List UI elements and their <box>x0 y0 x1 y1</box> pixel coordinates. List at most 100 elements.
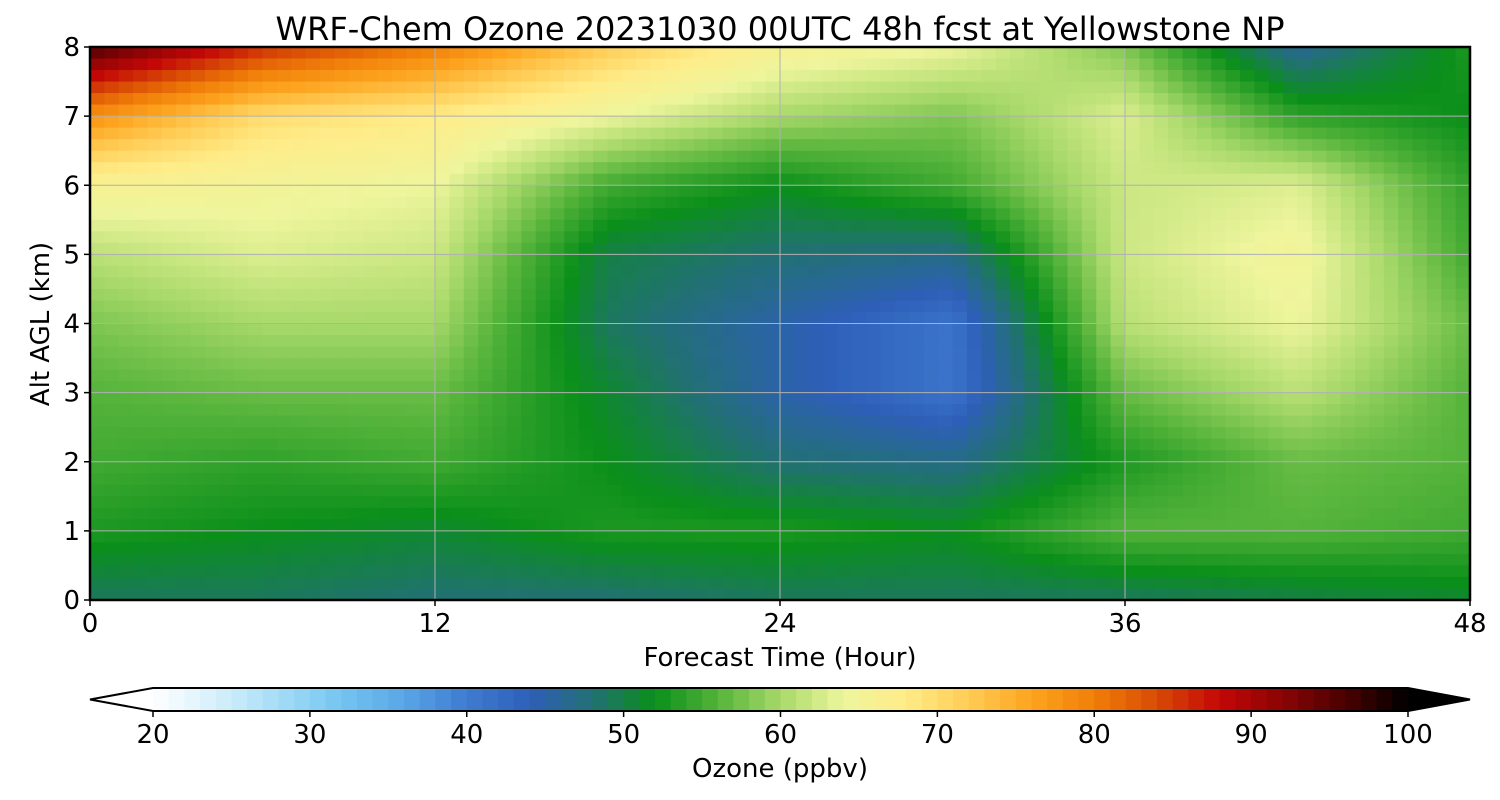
heatmap-cell <box>693 461 709 474</box>
heatmap-cell <box>1081 484 1097 497</box>
heatmap-cell <box>1254 507 1270 520</box>
heatmap-cell <box>219 139 235 152</box>
heatmap-cell <box>923 335 939 348</box>
heatmap-cell <box>305 519 321 532</box>
heatmap-cell <box>564 277 580 290</box>
heatmap-cell <box>1010 288 1025 302</box>
heatmap-cell <box>248 208 264 221</box>
heatmap-cell <box>535 93 551 106</box>
heatmap-cell <box>1340 438 1356 451</box>
heatmap-cell <box>1340 139 1356 152</box>
heatmap-cell <box>679 450 695 463</box>
heatmap-cell <box>320 358 335 371</box>
heatmap-cell <box>1383 242 1399 255</box>
heatmap-cell <box>1096 392 1112 405</box>
heatmap-cell <box>607 438 623 451</box>
heatmap-cell <box>966 93 982 106</box>
heatmap-cell <box>1398 461 1414 474</box>
heatmap-cell <box>161 381 177 394</box>
heatmap-cell <box>1355 542 1370 555</box>
heatmap-cell <box>348 576 364 590</box>
heatmap-cell <box>521 104 537 117</box>
heatmap-cell <box>995 208 1011 221</box>
heatmap-cell <box>823 588 839 601</box>
heatmap-cell <box>334 254 350 267</box>
heatmap-cell <box>276 473 292 486</box>
heatmap-cell <box>506 311 522 325</box>
heatmap-cell <box>492 335 508 348</box>
heatmap-cell <box>923 81 939 94</box>
heatmap-cell <box>205 242 220 255</box>
heatmap-cell <box>262 392 278 405</box>
heatmap-cell <box>118 542 134 555</box>
heatmap-cell <box>550 93 565 106</box>
heatmap-cell <box>1412 565 1428 578</box>
heatmap-cell <box>880 484 896 497</box>
heatmap-cell <box>1168 450 1184 463</box>
heatmap-cell <box>722 461 738 474</box>
heatmap-cell <box>1153 116 1169 129</box>
heatmap-cell <box>1412 150 1428 163</box>
heatmap-cell <box>880 565 896 578</box>
heatmap-cell <box>981 196 997 209</box>
heatmap-cell <box>1383 208 1399 221</box>
heatmap-cell <box>679 300 695 313</box>
heatmap-cell <box>1268 335 1284 348</box>
heatmap-cell <box>1096 173 1112 186</box>
heatmap-cell <box>320 196 335 209</box>
heatmap-cell <box>1311 231 1327 244</box>
heatmap-cell <box>966 231 982 244</box>
heatmap-cell <box>305 392 321 405</box>
heatmap-cell <box>1441 530 1457 543</box>
heatmap-cell <box>1254 530 1270 543</box>
heatmap-cell <box>751 392 767 405</box>
heatmap-cell <box>1182 438 1198 451</box>
heatmap-cell <box>895 335 910 348</box>
heatmap-cell <box>995 369 1011 382</box>
heatmap-cell <box>463 300 479 313</box>
heatmap-cell <box>1110 565 1126 578</box>
heatmap-cell <box>665 93 680 106</box>
heatmap-cell <box>1240 358 1255 371</box>
heatmap-cell <box>1096 139 1112 152</box>
heatmap-cell <box>550 323 565 336</box>
heatmap-cell <box>751 358 767 371</box>
heatmap-cell <box>751 565 767 578</box>
heatmap-cell <box>463 311 479 325</box>
heatmap-cell <box>90 507 105 520</box>
heatmap-cell <box>449 484 465 497</box>
heatmap-cell <box>463 162 479 175</box>
heatmap-cell <box>564 139 580 152</box>
heatmap-cell <box>406 484 422 497</box>
heatmap-cell <box>1297 450 1313 463</box>
heatmap-cell <box>492 381 508 394</box>
heatmap-cell <box>478 139 494 152</box>
heatmap-cell <box>895 300 910 313</box>
heatmap-cell <box>736 358 752 371</box>
heatmap-cell <box>406 196 422 209</box>
heatmap-cell <box>621 231 637 244</box>
heatmap-cell <box>104 438 120 451</box>
heatmap-cell <box>665 461 680 474</box>
heatmap-cell <box>1311 392 1327 405</box>
heatmap-cell <box>780 358 795 371</box>
heatmap-cell <box>1369 300 1385 313</box>
heatmap-cell <box>147 150 163 163</box>
heatmap-cell <box>104 553 120 567</box>
heatmap-cell <box>262 58 278 71</box>
heatmap-cell <box>219 208 235 221</box>
heatmap-cell <box>219 576 235 590</box>
heatmap-cell <box>794 208 810 221</box>
heatmap-cell <box>564 553 580 567</box>
heatmap-cell <box>1311 553 1327 567</box>
heatmap-cell <box>118 346 134 359</box>
heatmap-cell <box>1053 47 1069 60</box>
heatmap-cell <box>348 346 364 359</box>
heatmap-cell <box>219 196 235 209</box>
heatmap-cell <box>966 150 982 163</box>
heatmap-cell <box>1254 438 1270 451</box>
heatmap-cell <box>808 265 824 279</box>
heatmap-cell <box>1182 185 1198 198</box>
heatmap-cell <box>1067 358 1083 371</box>
heatmap-cell <box>1455 473 1471 486</box>
